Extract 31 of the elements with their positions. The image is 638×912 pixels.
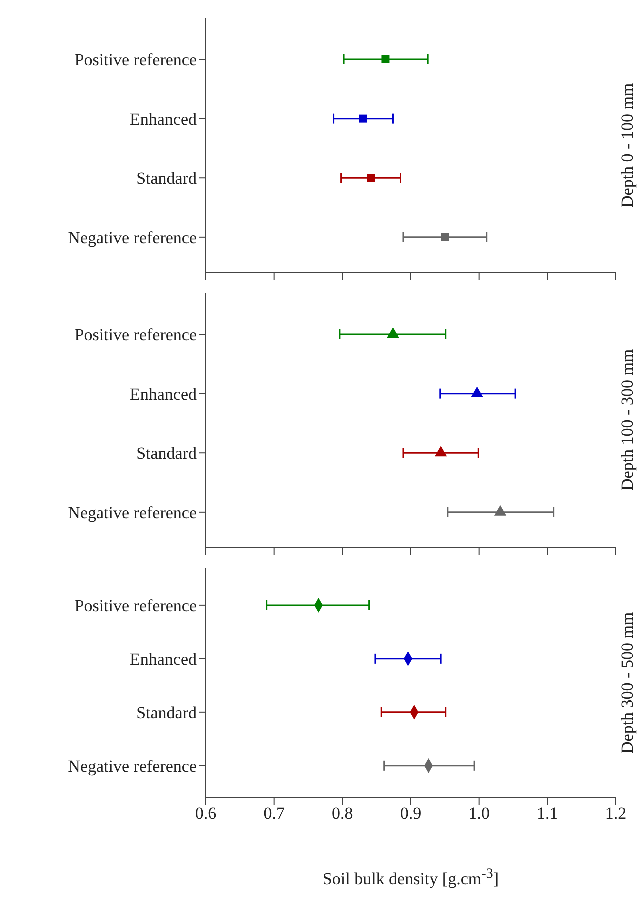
point	[471, 386, 484, 398]
y-tick-label: Enhanced	[130, 384, 198, 404]
point	[359, 114, 368, 123]
y-tick-label: Negative reference	[68, 503, 197, 522]
x-tick-label: 1.0	[468, 804, 490, 824]
text: Depth 100 - 300 mm	[618, 348, 638, 494]
y-tick-label: Standard	[136, 703, 198, 722]
y-tick-label: Standard	[136, 444, 198, 464]
point	[382, 56, 390, 64]
point	[441, 233, 450, 242]
x-tick-label: 0.6	[195, 804, 217, 824]
point	[367, 174, 376, 182]
y-tick-label: Enhanced	[130, 650, 198, 669]
y-tick-label: Positive reference	[74, 596, 197, 616]
x-tick-label: 0.9	[400, 804, 422, 824]
y-tick-label: Enhanced	[130, 110, 198, 129]
x-tick-label: 0.7	[264, 804, 286, 824]
y-tick-label: Positive reference	[74, 326, 197, 345]
x-tick-label: 1.1	[537, 804, 558, 824]
point	[434, 446, 448, 457]
y-tick-label: Negative reference	[68, 228, 197, 248]
text: Depth 0 - 100 mm	[618, 82, 638, 210]
y-tick-label: Positive reference	[74, 50, 197, 70]
point	[494, 505, 507, 516]
x-tick-label: 1.2	[605, 804, 627, 824]
y-tick-label: Standard	[136, 169, 198, 188]
x-tick-label: 0.8	[332, 804, 354, 824]
point	[387, 327, 400, 338]
y-tick-label: Negative reference	[68, 756, 197, 776]
text: Depth 300 - 500 mm	[618, 611, 638, 756]
x-axis-title: Soil bulk density [g.cm$^{-3}$]	[322, 866, 500, 890]
